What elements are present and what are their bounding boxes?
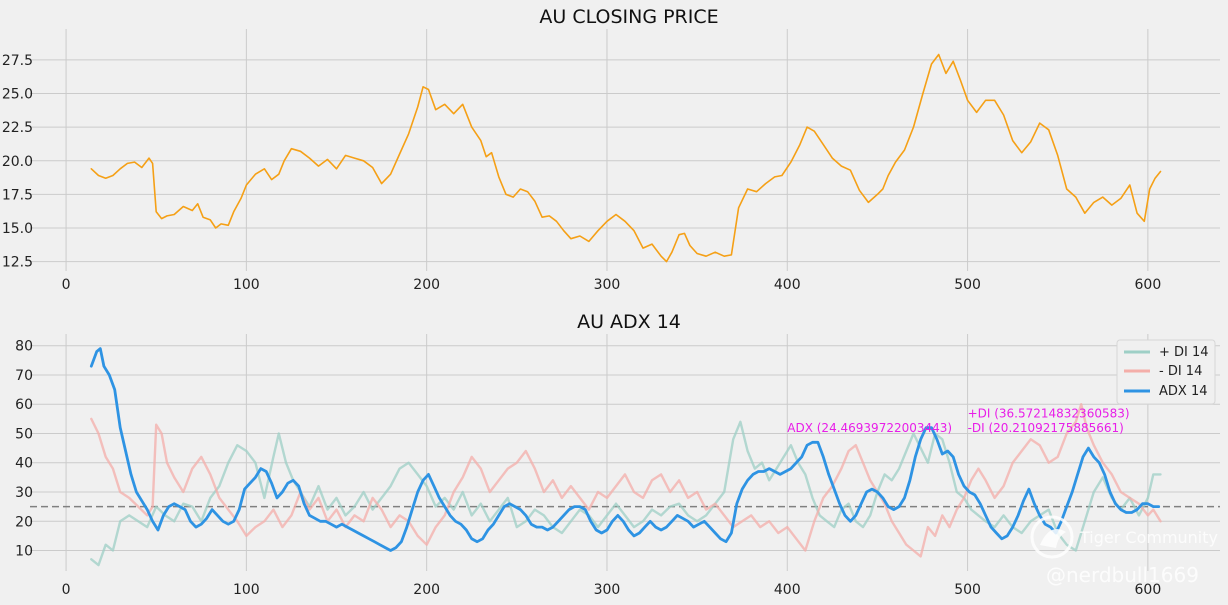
watermark-handle: @nerdbull1669 (1046, 563, 1199, 587)
y-tick-label: 50 (15, 426, 33, 442)
adx-chart-title: AU ADX 14 (577, 311, 681, 333)
x-tick-label: 0 (62, 582, 71, 598)
y-tick-label: 20.0 (2, 154, 33, 170)
adx-annotations: ADX (24.46939722003443) +DI (36.572148323… (787, 406, 1129, 435)
x-tick-label: 400 (774, 582, 801, 598)
y-tick-label: 12.5 (2, 255, 33, 271)
series-line-adx-14 (89, 347, 1161, 552)
annotation-label: ADX (24.46939722003443) (787, 421, 952, 435)
x-tick-label: 300 (594, 582, 621, 598)
legend-label-adx: ADX 14 (1159, 384, 1207, 399)
price-grid (30, 29, 1220, 271)
x-tick-label: 500 (954, 277, 981, 293)
y-tick-label: 22.5 (2, 120, 33, 136)
y-tick-label: 80 (15, 339, 33, 355)
adx-tick-labels: 0 100 200 300 400 500 600 10 20 30 40 50 60 70 80 (15, 339, 1161, 598)
y-tick-label: 15.0 (2, 221, 33, 237)
x-tick-label: 100 (233, 277, 260, 293)
price-tick-labels: 0 100 200 300 400 500 600 12.5 15.0 17.5 20.0 22.5 2… (2, 53, 1161, 293)
legend-label-plus-di: + DI 14 (1159, 345, 1209, 360)
x-tick-label: 300 (594, 277, 621, 293)
price-chart-title: AU CLOSING PRICE (539, 6, 718, 28)
x-tick-label: 200 (413, 277, 440, 293)
y-tick-label: 20 (15, 514, 33, 530)
price-series (90, 53, 1162, 263)
x-tick-label: 0 (62, 277, 71, 293)
adx-legend: + DI 14 - DI 14 ADX 14 (1116, 339, 1216, 405)
watermark-brand: Tiger Community (1079, 528, 1218, 547)
y-tick-label: 40 (15, 456, 33, 472)
price-chart: AU CLOSING PRICE 0 100 200 300 400 500 600 12.5… (2, 6, 1220, 293)
annotation-label: +DI (36.57214832360583) (968, 406, 1130, 420)
adx-chart: AU ADX 14 0 100 200 300 400 500 600 10 20 30 40 50 6… (15, 311, 1220, 598)
series-line-price (90, 53, 1162, 263)
x-tick-label: 400 (774, 277, 801, 293)
legend-label-minus-di: - DI 14 (1159, 364, 1202, 379)
y-tick-label: 17.5 (2, 187, 33, 203)
y-tick-label: 30 (15, 485, 33, 501)
annotation-label: -DI (20.21092175885661) (968, 421, 1124, 435)
x-tick-label: 600 (1135, 582, 1162, 598)
x-tick-label: 100 (233, 582, 260, 598)
y-tick-label: 60 (15, 397, 33, 413)
x-tick-label: 600 (1135, 277, 1162, 293)
y-tick-label: 25.0 (2, 87, 33, 103)
series-line-di-14 (90, 403, 1162, 558)
watermark: Tiger Community @nerdbull1669 (1030, 515, 1218, 587)
series-line-di-14 (90, 420, 1162, 567)
x-tick-label: 500 (954, 582, 981, 598)
y-tick-label: 27.5 (2, 53, 33, 69)
y-tick-label: 10 (15, 544, 33, 560)
adx-series (89, 347, 1162, 567)
y-tick-label: 70 (15, 368, 33, 384)
x-tick-label: 200 (413, 582, 440, 598)
tiger-logo-icon (1030, 515, 1074, 559)
